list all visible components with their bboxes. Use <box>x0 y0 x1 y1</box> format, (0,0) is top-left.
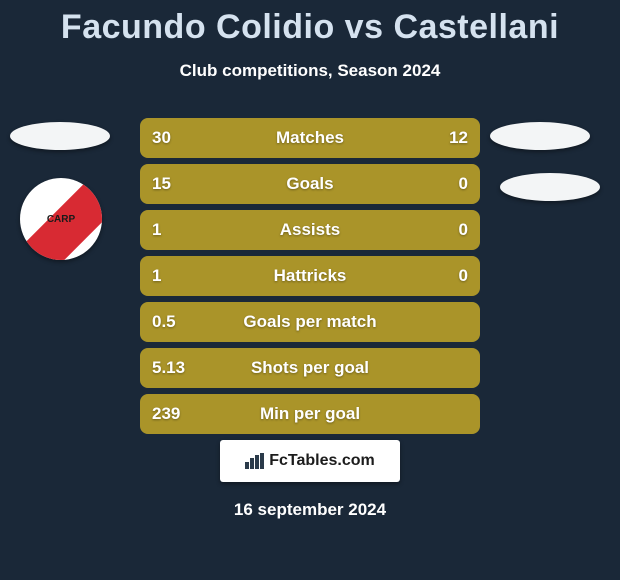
placeholder-ellipse-right-2 <box>500 173 600 201</box>
stat-value-right: 12 <box>449 118 468 158</box>
stat-row: Goals15 0 <box>140 164 480 204</box>
stat-label: Shots per goal <box>140 348 480 388</box>
stat-row: Assists1 0 <box>140 210 480 250</box>
stat-label: Hattricks <box>140 256 480 296</box>
placeholder-ellipse-left <box>10 122 110 150</box>
stat-row: Matches30 12 <box>140 118 480 158</box>
chart-icon <box>245 453 265 469</box>
stat-row: Min per goal239 <box>140 394 480 434</box>
stat-label: Goals per match <box>140 302 480 342</box>
stat-bars: Matches3012Goals150Assists10Hattricks10G… <box>140 118 480 440</box>
stat-value-left: 30 <box>152 118 171 158</box>
title: Facundo Colidio vs Castellani <box>0 0 620 47</box>
stat-label: Matches <box>140 118 480 158</box>
stat-row: Hattricks1 0 <box>140 256 480 296</box>
stat-value-left: 1 <box>152 210 161 250</box>
club-badge: CARP <box>20 178 102 260</box>
placeholder-ellipse-right-1 <box>490 122 590 150</box>
stat-label: Goals <box>140 164 480 204</box>
stat-row: Shots per goal5.13 <box>140 348 480 388</box>
subtitle: Club competitions, Season 2024 <box>0 61 620 81</box>
stat-value-left: 15 <box>152 164 171 204</box>
stat-label: Min per goal <box>140 394 480 434</box>
stat-value-left: 5.13 <box>152 348 185 388</box>
stat-value-left: 0.5 <box>152 302 176 342</box>
comparison-infographic: Facundo Colidio vs Castellani Club compe… <box>0 0 620 580</box>
stat-label: Assists <box>140 210 480 250</box>
date: 16 september 2024 <box>0 500 620 520</box>
stat-value-right: 0 <box>459 256 468 296</box>
site-name: FcTables.com <box>269 452 375 470</box>
stat-value-right: 0 <box>459 164 468 204</box>
stat-value-left: 239 <box>152 394 180 434</box>
club-badge-label: CARP <box>20 178 102 260</box>
stat-value-left: 1 <box>152 256 161 296</box>
stat-row: Goals per match0.5 <box>140 302 480 342</box>
site-badge: FcTables.com <box>220 440 400 482</box>
stat-value-right: 0 <box>459 210 468 250</box>
